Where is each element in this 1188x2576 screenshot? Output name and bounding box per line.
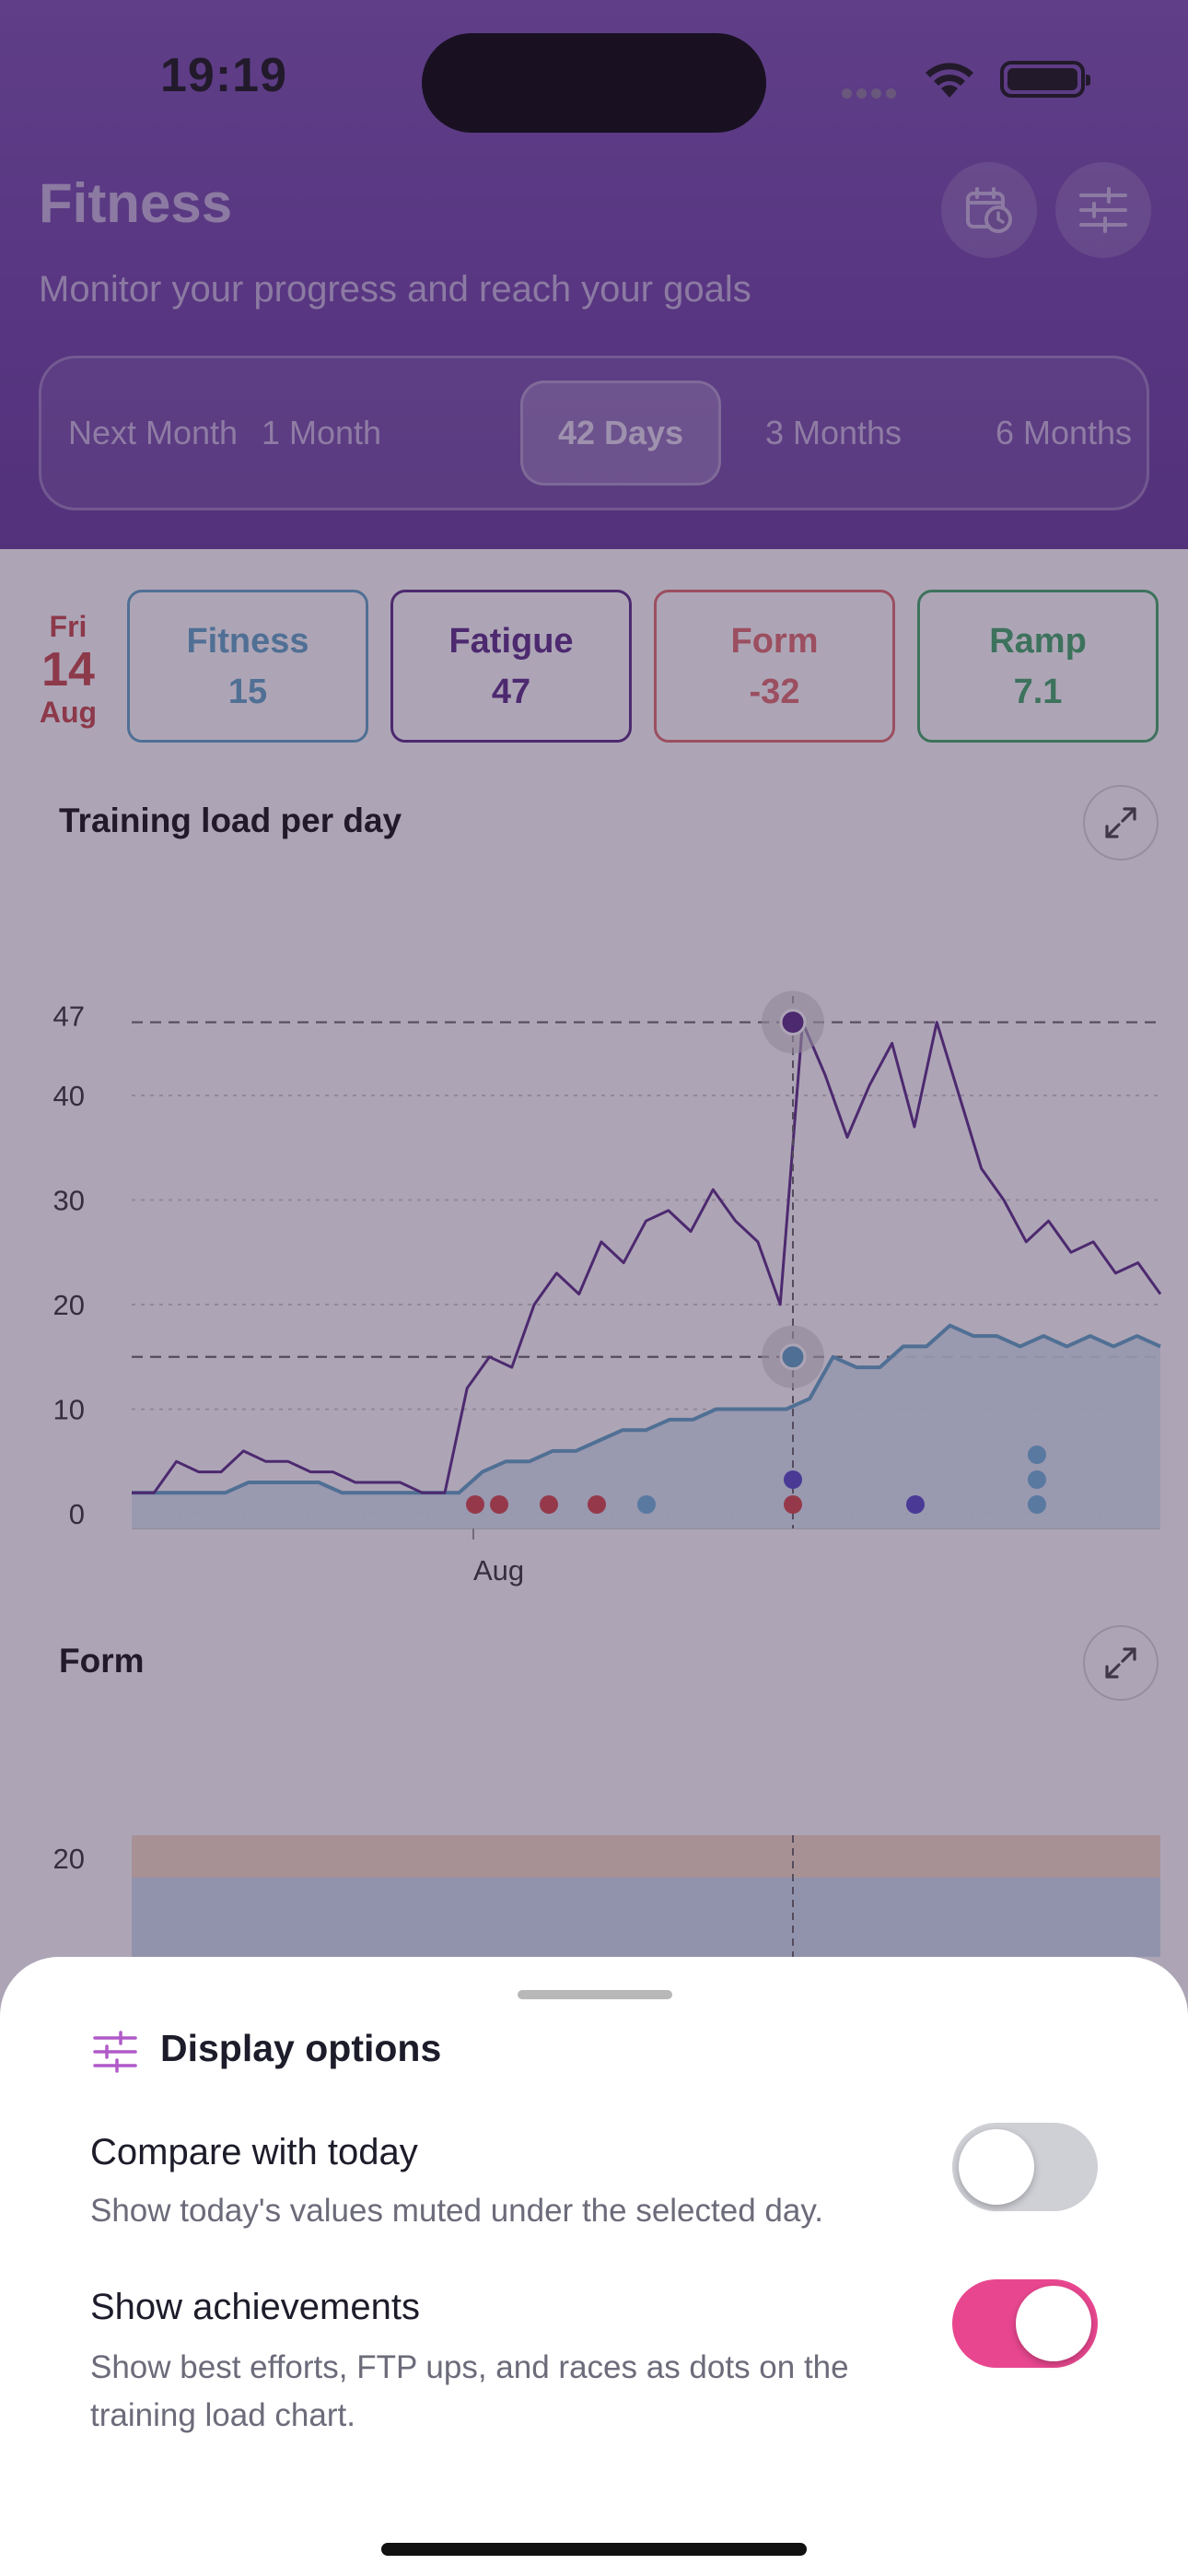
achievement-dot: [784, 1470, 802, 1489]
metric-label: Fatigue: [448, 622, 574, 661]
y-tick-label: 40: [53, 1080, 85, 1112]
form-chart-title: Form: [59, 1642, 145, 1680]
calendar-button[interactable]: [941, 162, 1037, 258]
selected-date-weekday: Fri: [49, 610, 87, 643]
metric-value: -32: [749, 673, 800, 711]
wifi-icon: [926, 63, 973, 98]
dynamic-island: [422, 33, 766, 133]
sliders-icon: [1079, 187, 1127, 233]
range-selector: Next Month 1 Month 42 Days 3 Months 6 Mo…: [39, 356, 1149, 510]
toggle-knob: [1016, 2286, 1091, 2361]
page-subtitle: Monitor your progress and reach your goa…: [39, 269, 751, 310]
sheet-title: Display options: [160, 2027, 442, 2069]
achievement-dot: [637, 1495, 656, 1514]
metric-card-fatigue[interactable]: Fatigue 47: [390, 590, 632, 743]
toggle-knob: [959, 2129, 1034, 2205]
form-plot[interactable]: 20: [0, 1828, 1188, 1957]
compare-with-today-label: Compare with today: [90, 2132, 418, 2172]
expand-icon: [1105, 1647, 1136, 1679]
expand-icon: [1105, 807, 1136, 838]
tab-next-month[interactable]: Next Month: [67, 414, 239, 451]
metric-value: 7.1: [1013, 673, 1063, 711]
compare-with-today-description: Show today's values muted under the sele…: [90, 2193, 823, 2229]
fitness-area: [132, 1325, 1160, 1528]
y-tick-label: 10: [53, 1394, 85, 1426]
form-y-tick-label: 20: [53, 1843, 85, 1875]
y-tick-label: 0: [69, 1498, 85, 1530]
status-bar: 19:19: [0, 0, 1188, 157]
y-tick-label: 30: [53, 1185, 85, 1217]
show-achievements-toggle[interactable]: [952, 2279, 1098, 2368]
tab-42-days[interactable]: 42 Days: [520, 381, 721, 486]
sliders-icon: [93, 2031, 137, 2073]
metric-value: 47: [491, 673, 531, 711]
metric-label: Ramp: [989, 622, 1087, 661]
selected-date: Fri 14 Aug: [28, 610, 109, 730]
fitness-line: [132, 1323, 1161, 1495]
y-tick-label: 47: [53, 1001, 85, 1033]
achievement-dot: [588, 1495, 606, 1514]
y-tick-label: 20: [53, 1289, 85, 1321]
expand-form-chart-button[interactable]: [1083, 1625, 1159, 1701]
fatigue-line: [132, 1021, 1162, 1494]
tab-1-month[interactable]: 1 Month: [261, 414, 382, 451]
metric-value: 15: [227, 673, 268, 711]
metric-card-ramp[interactable]: Ramp 7.1: [917, 590, 1159, 743]
metric-label: Form: [730, 622, 819, 661]
achievement-dot: [540, 1495, 558, 1514]
achievement-dot: [1028, 1446, 1046, 1464]
achievement-dot: [466, 1495, 484, 1514]
tab-3-months[interactable]: 3 Months: [764, 414, 903, 451]
selected-date-day: 14: [41, 643, 95, 697]
metric-label: Fitness: [186, 622, 309, 661]
achievement-dot: [1028, 1495, 1046, 1514]
training-load-title: Training load per day: [59, 802, 402, 839]
selected-date-month: Aug: [39, 696, 98, 729]
form-zone-fresh: [132, 1878, 1160, 1957]
achievement-dot: [906, 1495, 925, 1514]
form-zone-transition: [132, 1835, 1160, 1878]
tab-6-months[interactable]: 6 Months: [995, 414, 1133, 451]
sheet-grabber[interactable]: [518, 1990, 672, 1999]
selected-fitness-point: [779, 1343, 807, 1371]
achievement-dot: [1028, 1470, 1046, 1489]
show-achievements-label: Show achievements: [90, 2287, 420, 2327]
compare-with-today-toggle[interactable]: [952, 2123, 1098, 2211]
display-options-sheet: Display options Compare with today Show …: [0, 1957, 1188, 2576]
calendar-clock-icon: [966, 187, 1012, 233]
filter-button[interactable]: [1055, 162, 1151, 258]
training-load-plot[interactable]: 0 10 20 30 40 47 Aug: [0, 921, 1188, 1981]
show-achievements-description: Show best efforts, FTP ups, and races as…: [90, 2349, 849, 2433]
expand-training-chart-button[interactable]: [1083, 785, 1159, 861]
x-tick-label: Aug: [473, 1554, 524, 1587]
selected-fatigue-point: [779, 1009, 807, 1036]
page-title: Fitness: [39, 172, 233, 234]
achievement-dot: [784, 1495, 802, 1514]
achievement-dot: [490, 1495, 508, 1514]
status-time: 19:19: [160, 49, 287, 102]
metric-card-fitness[interactable]: Fitness 15: [127, 590, 368, 743]
home-indicator[interactable]: [381, 2543, 807, 2556]
cellular-signal-icon: [842, 87, 906, 99]
header: 19:19 Fitness Monitor your progress and …: [0, 0, 1188, 549]
metric-card-form[interactable]: Form -32: [654, 590, 895, 743]
battery-icon: [1000, 61, 1090, 98]
